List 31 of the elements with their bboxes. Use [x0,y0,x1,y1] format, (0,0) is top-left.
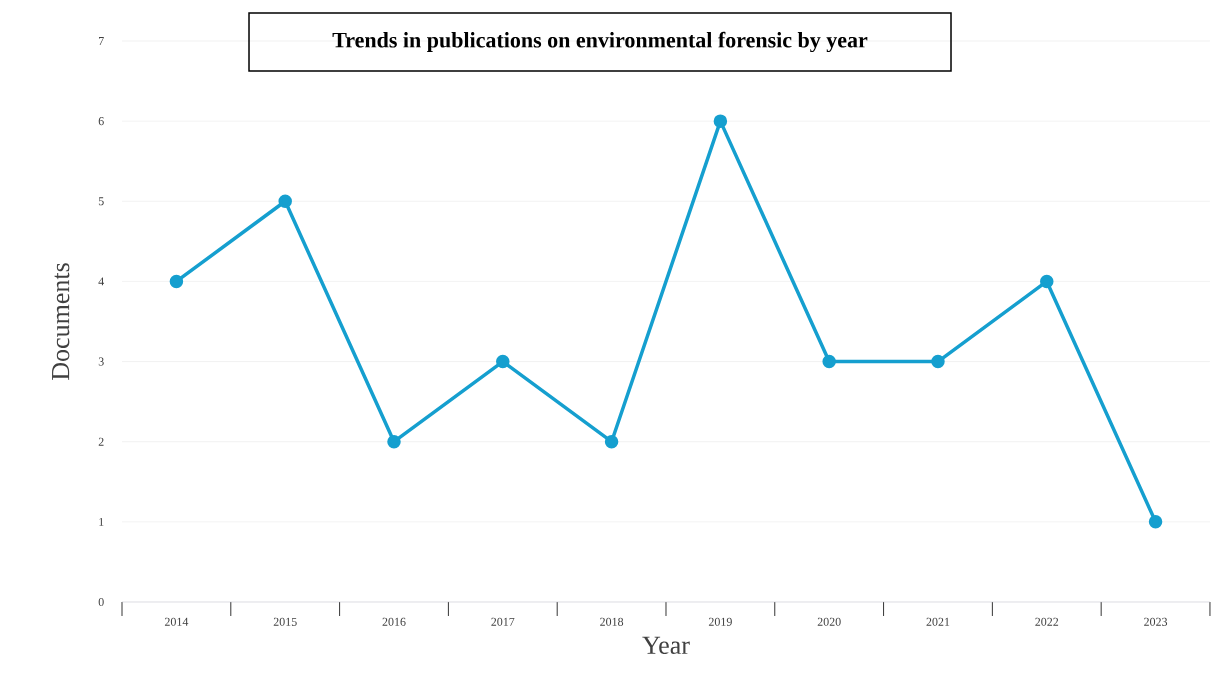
x-tick-label: 2017 [491,617,515,626]
x-tick-label: 2019 [708,617,732,626]
x-tick-label: 2020 [817,617,841,626]
y-tick-label: 1 [99,517,104,526]
x-axis-title: Year [642,636,690,655]
y-tick-label: 4 [98,277,105,286]
y-tick-label: 7 [98,37,104,45]
x-tick-label: 2015 [273,617,297,626]
point [931,354,945,369]
x-tick-label: 2018 [600,617,624,626]
x-tick-label: 2023 [1144,617,1168,626]
point [387,434,401,449]
point [713,114,728,128]
x-tick-label: 2022 [1035,617,1059,626]
y-axis-title: Documents [52,263,70,380]
point [169,274,184,289]
y-tick-label: 3 [98,357,104,366]
point [604,434,619,449]
point [278,194,292,209]
y-tick-label: 5 [98,197,104,206]
y-tick-label: 6 [98,117,104,126]
chart-title: Trends in publications on environmental forensic by year [332,31,868,53]
x-tick-label: 2014 [164,617,189,626]
point [1040,274,1054,289]
x-tick-label: 2016 [382,617,406,626]
y-tick-label: 0 [98,597,104,607]
point [822,354,836,369]
x-tick-label: 2021 [926,617,950,626]
y-tick-label: 2 [98,437,104,446]
point [496,354,510,369]
point [1148,515,1163,529]
